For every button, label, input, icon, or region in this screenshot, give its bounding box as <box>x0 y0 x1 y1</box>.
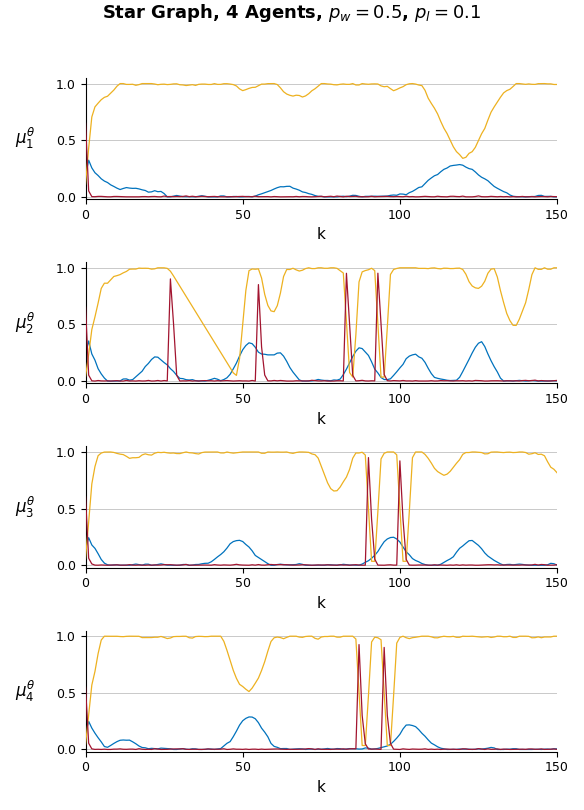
X-axis label: k: k <box>317 596 326 611</box>
X-axis label: k: k <box>317 411 326 427</box>
Y-axis label: $\mu_1^{\theta}$: $\mu_1^{\theta}$ <box>15 126 36 151</box>
Y-axis label: $\mu_4^{\theta}$: $\mu_4^{\theta}$ <box>15 678 36 704</box>
Y-axis label: $\mu_3^{\theta}$: $\mu_3^{\theta}$ <box>15 494 36 520</box>
X-axis label: k: k <box>317 228 326 242</box>
Text: Star Graph, 4 Agents, $p_w = 0.5$, $p_l = 0.1$: Star Graph, 4 Agents, $p_w = 0.5$, $p_l … <box>103 2 481 23</box>
Y-axis label: $\mu_2^{\theta}$: $\mu_2^{\theta}$ <box>15 309 36 335</box>
X-axis label: k: k <box>317 780 326 795</box>
